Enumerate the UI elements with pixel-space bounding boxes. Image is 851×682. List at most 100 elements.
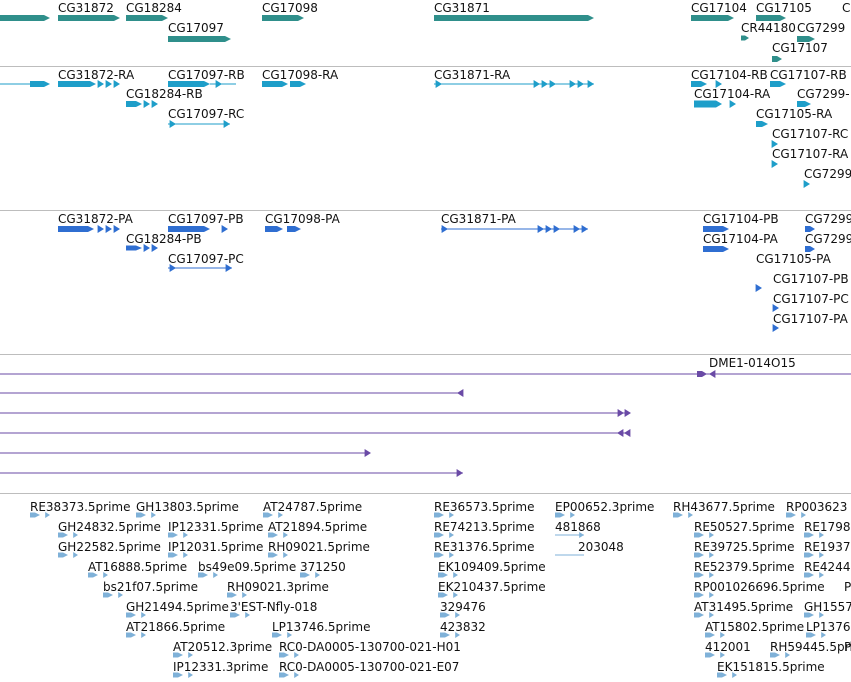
- gene-label: CG17104: [691, 1, 747, 15]
- transcript-label: CG17107-RB: [770, 68, 847, 82]
- est-label: 3'EST-Nfly-018: [230, 600, 318, 614]
- est-label: IP12331.3prime: [173, 660, 269, 674]
- est-label: EK109409.5prime: [438, 560, 546, 574]
- est-label: RE1798: [804, 520, 851, 534]
- gene-label: CG7299: [797, 21, 846, 35]
- est-label: AT20512.3prime: [173, 640, 273, 654]
- est-label: RE74213.5prime: [434, 520, 535, 534]
- transcript-label: CG17097-RB: [168, 68, 245, 82]
- protein-label: CG17107-PA: [773, 312, 848, 326]
- transcript-label: CG17098-RA: [262, 68, 339, 82]
- protein-label: CG17097-PC: [168, 252, 244, 266]
- est-label: GH22582.5prime: [58, 540, 161, 554]
- alignment-track: DME1-014O15: [0, 355, 851, 493]
- est-label: AT31495.5prime: [694, 600, 794, 614]
- est-label: 371250: [300, 560, 346, 574]
- est-track: RE38373.5prime GH13803.5prime AT24787.5p…: [0, 494, 851, 682]
- est-label: RC0-DA0005-130700-021-E07: [279, 660, 460, 674]
- gene-label: CG18284: [126, 1, 182, 15]
- protein-label: CG7299: [805, 232, 851, 246]
- est-label: RE39725.5prime: [694, 540, 795, 554]
- gene-label: C: [842, 1, 851, 15]
- track-divider: [0, 210, 851, 211]
- gene-label: CG17098: [262, 1, 318, 15]
- protein-label: CG17107-PB: [773, 272, 849, 286]
- transcript-label: CG7299-: [797, 87, 850, 101]
- est-label: LP1376: [806, 620, 851, 634]
- est-label: 412001: [705, 640, 751, 654]
- gene-label: CG17105: [756, 1, 812, 15]
- transcript-label: CG17104-RA: [694, 87, 771, 101]
- track-divider: [0, 493, 851, 494]
- est-label: bs49e09.5prime: [198, 560, 297, 574]
- protein-label: CG17105-PA: [756, 252, 831, 266]
- est-label: AT21894.5prime: [268, 520, 368, 534]
- gene-label: CG31872: [58, 1, 114, 15]
- transcript-label: CG18284-RB: [126, 87, 203, 101]
- est-label: RP001026696.5prime: [694, 580, 825, 594]
- alignment-label: DME1-014O15: [709, 356, 796, 370]
- est-label: bs21f07.5prime: [103, 580, 199, 594]
- est-label: 423832: [440, 620, 486, 634]
- est-label: EK151815.5prime: [717, 660, 825, 674]
- est-label: 481868: [555, 520, 601, 534]
- est-label: AT21866.5prime: [126, 620, 226, 634]
- est-label: AT15802.5prime: [705, 620, 805, 634]
- est-label: AT16888.5prime: [88, 560, 188, 574]
- est-label: EK210437.5prime: [438, 580, 546, 594]
- transcript-label: CG17107-RA: [772, 147, 849, 161]
- est-label: AT24787.5prime: [263, 500, 363, 514]
- transcript-label: CG7299: [804, 167, 851, 181]
- transcript-track: CG31872-RA CG17097-RB CG17098-RA CG31871…: [0, 67, 851, 210]
- est-label: P: [844, 640, 851, 654]
- est-label: RH59445.5pri: [770, 640, 851, 654]
- est-label: IP12331.5prime: [168, 520, 264, 534]
- est-label: RE4244: [804, 560, 851, 574]
- est-label: RE36573.5prime: [434, 500, 535, 514]
- est-label: GH13803.5prime: [136, 500, 239, 514]
- protein-label: CG17098-PA: [265, 212, 340, 226]
- est-label: EP00652.3prime: [555, 500, 655, 514]
- est-label: RC0-DA0005-130700-021-H01: [279, 640, 461, 654]
- protein-label: CG7299: [805, 212, 851, 226]
- protein-label: CG17104-PA: [703, 232, 778, 246]
- protein-label: CG31871-PA: [441, 212, 516, 226]
- est-label: GH1557: [804, 600, 851, 614]
- transcript-label: CG17097-RC: [168, 107, 245, 121]
- est-label: 329476: [440, 600, 486, 614]
- gene-label: CG31871: [434, 1, 490, 15]
- gene-label: CR44180: [741, 21, 796, 35]
- protein-track: CG31872-PA CG17097-PB CG17098-PA CG31871…: [0, 211, 851, 354]
- est-label: LP13746.5prime: [272, 620, 371, 634]
- transcript-label: CG17107-RC: [772, 127, 849, 141]
- est-label: GH21494.5prime: [126, 600, 229, 614]
- protein-label: CG17097-PB: [168, 212, 244, 226]
- transcript-label: CG31871-RA: [434, 68, 511, 82]
- transcript-label: CG17104-RB: [691, 68, 768, 82]
- est-label: RH43677.5prime: [673, 500, 775, 514]
- est-label: P: [844, 580, 851, 594]
- track-divider: [0, 354, 851, 355]
- est-label: RE31376.5prime: [434, 540, 535, 554]
- est-label: RH09021.5prime: [268, 540, 370, 554]
- transcript-label: CG17105-RA: [756, 107, 833, 121]
- est-label: GH24832.5prime: [58, 520, 161, 534]
- gene-label: CG17107: [772, 41, 828, 55]
- est-label: 203048: [578, 540, 624, 554]
- est-label: RP003623: [786, 500, 848, 514]
- est-label: RE50527.5prime: [694, 520, 795, 534]
- est-label: RH09021.3prime: [227, 580, 329, 594]
- est-label: RE38373.5prime: [30, 500, 131, 514]
- gene-label: CG17097: [168, 21, 224, 35]
- est-label: IP12031.5prime: [168, 540, 264, 554]
- est-label: RE52379.5prime: [694, 560, 795, 574]
- track-divider: [0, 66, 851, 67]
- est-label: RE1937: [804, 540, 851, 554]
- protein-label: CG18284-PB: [126, 232, 202, 246]
- protein-label: CG31872-PA: [58, 212, 133, 226]
- protein-label: CG17104-PB: [703, 212, 779, 226]
- protein-label: CG17107-PC: [773, 292, 849, 306]
- gene-track: CG31872 CG18284 CG17098 CG31871 CG17104 …: [0, 0, 851, 66]
- transcript-label: CG31872-RA: [58, 68, 135, 82]
